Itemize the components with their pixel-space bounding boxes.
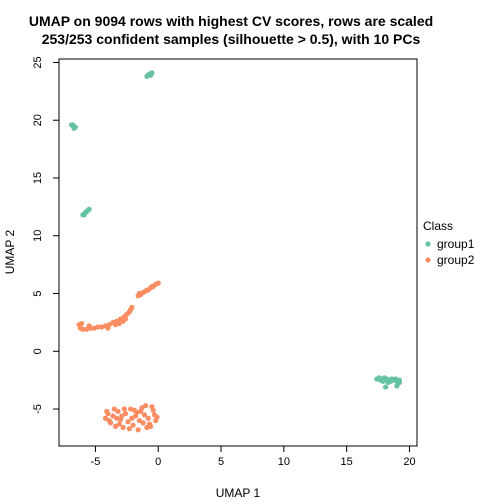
- point-group1: [382, 384, 389, 390]
- point-group2: [143, 402, 149, 409]
- point-group2: [79, 320, 85, 327]
- point-group2: [141, 412, 148, 418]
- point-group2: [80, 326, 86, 332]
- point-group2: [115, 408, 121, 414]
- x-tick-label: 0: [155, 456, 161, 468]
- point-group2: [119, 413, 125, 419]
- point-group2: [102, 415, 109, 421]
- legend: Class group1 group2: [423, 219, 475, 267]
- point-group2: [126, 426, 132, 432]
- point-group2: [144, 287, 150, 293]
- point-group2: [110, 413, 116, 419]
- point-group2: [116, 320, 122, 327]
- y-tick-label: 25: [32, 56, 44, 68]
- point-group2: [129, 304, 135, 310]
- point-group2: [139, 405, 145, 411]
- point-group1: [86, 206, 92, 212]
- point-group2: [155, 280, 161, 286]
- point-group2: [104, 408, 110, 414]
- y-tick-label: 15: [32, 172, 44, 184]
- point-group2: [111, 406, 117, 412]
- legend-title: Class: [423, 219, 453, 233]
- point-group2: [145, 415, 151, 421]
- point-group2: [86, 323, 92, 329]
- y-tick-label: -5: [32, 404, 44, 414]
- point-group2: [149, 404, 155, 410]
- x-tick-label: -5: [91, 456, 101, 468]
- y-tick-label: 20: [32, 114, 44, 126]
- point-group2: [144, 424, 150, 431]
- point-group2: [136, 290, 142, 297]
- point-group2: [121, 406, 127, 412]
- point-group2: [95, 324, 101, 330]
- point-group2: [149, 283, 155, 290]
- point-group2: [135, 427, 141, 433]
- x-axis: -5 0 5 10 15 20: [91, 446, 416, 468]
- point-group1: [71, 125, 77, 131]
- point-group2: [122, 316, 129, 322]
- y-axis-label: UMAP 2: [3, 229, 17, 274]
- point-group2: [136, 417, 142, 424]
- point-group2: [154, 414, 160, 420]
- point-group1: [385, 379, 391, 386]
- point-group2: [105, 325, 111, 331]
- point-group1: [396, 379, 403, 386]
- y-tick-label: 0: [32, 348, 44, 354]
- point-group2: [122, 411, 129, 417]
- point-group2: [129, 415, 135, 421]
- chart-subtitle: 253/253 confident samples (silhouette > …: [42, 31, 421, 47]
- y-tick-label: 5: [32, 290, 44, 296]
- x-axis-label: UMAP 1: [216, 486, 261, 500]
- point-group2: [140, 420, 146, 426]
- y-axis: -5 0 5 10 15 20 25: [32, 56, 59, 414]
- point-group2: [116, 421, 122, 427]
- point-group2: [112, 423, 119, 429]
- point-group1: [81, 212, 87, 218]
- point-group2: [130, 422, 136, 428]
- legend-label-group2: group2: [437, 253, 475, 267]
- point-group2: [106, 417, 112, 424]
- point-group2: [120, 424, 126, 431]
- x-tick-label: 20: [403, 456, 415, 468]
- y-tick-label: 10: [32, 230, 44, 242]
- data-points: [68, 70, 403, 433]
- x-tick-label: 5: [218, 456, 224, 468]
- point-group1: [148, 72, 154, 78]
- legend-swatch-group1: [425, 241, 431, 247]
- point-group1: [377, 377, 384, 383]
- legend-swatch-group2: [425, 257, 431, 263]
- plot-frame: [58, 58, 418, 447]
- x-tick-label: 10: [278, 456, 290, 468]
- point-group2: [125, 419, 131, 425]
- legend-label-group1: group1: [437, 237, 475, 251]
- point-group2: [114, 415, 120, 421]
- x-tick-label: 15: [341, 456, 353, 468]
- chart-title: UMAP on 9094 rows with highest CV scores…: [29, 13, 433, 29]
- point-group1: [393, 376, 399, 382]
- point-group2: [134, 409, 140, 416]
